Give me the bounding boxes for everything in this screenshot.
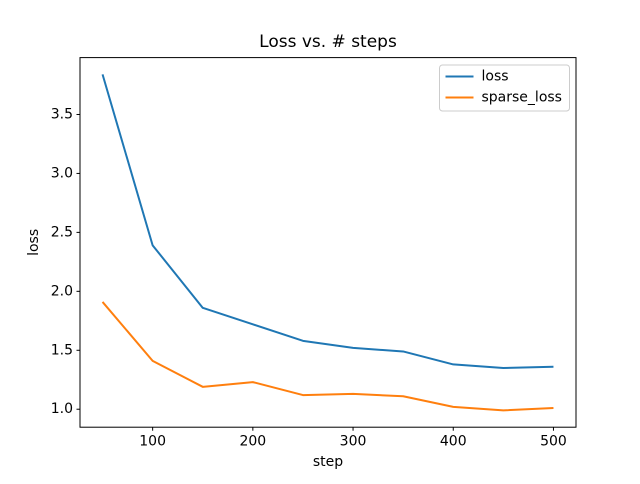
y-tick-label: 3.0 xyxy=(51,165,73,181)
x-tick-label: 200 xyxy=(239,434,266,450)
y-tick-label: 2.0 xyxy=(51,283,73,299)
series-line-loss xyxy=(101,74,554,369)
chart-title: Loss vs. # steps xyxy=(259,32,397,52)
series-line-sparse_loss xyxy=(101,301,554,412)
y-axis-label: loss xyxy=(26,229,42,256)
x-axis-label: step xyxy=(313,454,343,470)
legend-label-loss: loss xyxy=(482,69,509,85)
y-tick-label: 1.0 xyxy=(51,401,73,417)
y-tick-label: 3.5 xyxy=(51,106,73,122)
legend: loss sparse_loss xyxy=(439,64,570,112)
x-tick-label: 400 xyxy=(440,434,467,450)
y-tick-label: 1.5 xyxy=(51,342,73,358)
axis-ticks: 100 200 300 400 500 1.0 1.5 2.0 2.5 3.0 3.5 xyxy=(51,106,567,449)
axes-spine xyxy=(79,57,577,428)
x-tick-label: 300 xyxy=(340,434,367,450)
plot-series xyxy=(101,74,554,412)
x-tick-label: 100 xyxy=(139,434,166,450)
y-tick-label: 2.5 xyxy=(51,224,73,240)
x-tick-label: 500 xyxy=(540,434,567,450)
legend-label-sparse_loss: sparse_loss xyxy=(482,90,562,106)
